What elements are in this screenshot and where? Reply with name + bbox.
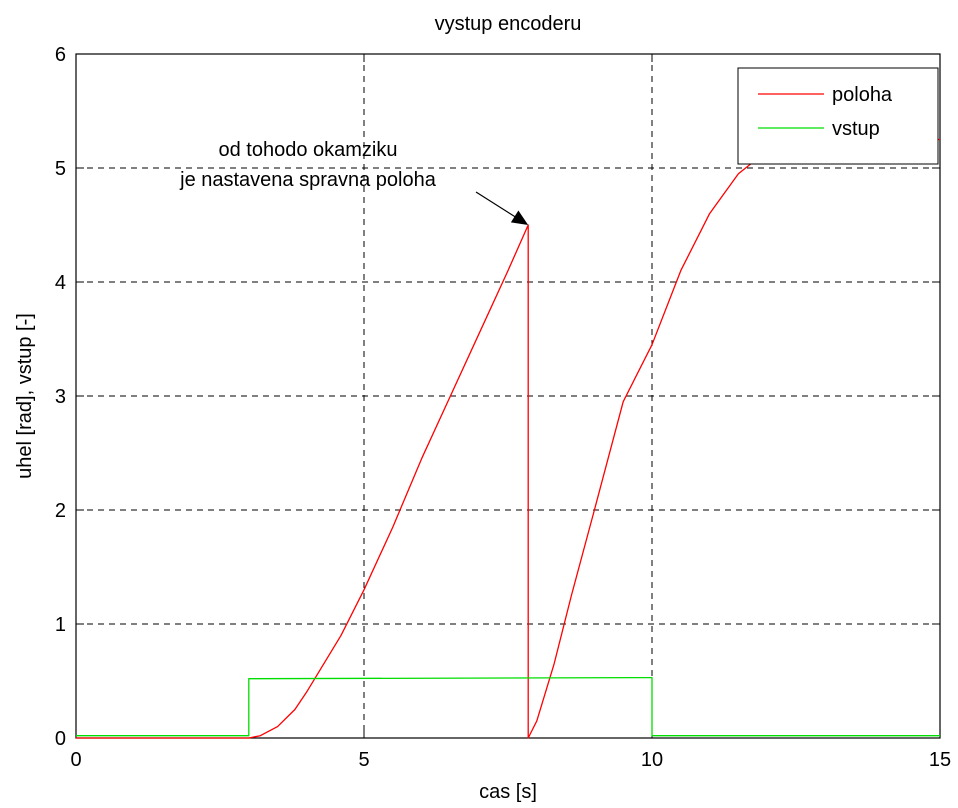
annotation-arrow-shaft: [475, 191, 521, 221]
x-axis-label: cas [s]: [479, 781, 537, 803]
ticks: 0 5 10 15 0 1 2 3 4 5 6: [55, 44, 951, 771]
x-tick-label: 5: [358, 749, 369, 771]
y-tick-label: 5: [55, 158, 66, 180]
chart-title: vystup encoderu: [435, 13, 582, 35]
x-tick-label: 10: [641, 749, 663, 771]
series-layer: [76, 138, 940, 739]
legend: poloha vstup: [737, 67, 939, 165]
y-tick-label: 6: [55, 44, 66, 66]
x-tick-label: 0: [70, 749, 81, 771]
series-line-poloha: [76, 138, 940, 739]
legend-label-poloha: poloha: [832, 84, 893, 106]
series-line-vstup: [76, 676, 940, 737]
x-tick-label: 15: [929, 749, 951, 771]
grid: [76, 54, 940, 738]
y-tick-label: 2: [55, 500, 66, 522]
y-tick-label: 0: [55, 728, 66, 750]
annotation-text: je nastavena spravna poloha: [179, 169, 437, 191]
legend-label-vstup: vstup: [832, 118, 880, 140]
annotation-layer: od tohodo okamziku je nastavena spravna p…: [179, 139, 529, 225]
annotation-arrow-head: [510, 210, 529, 225]
y-tick-label: 1: [55, 614, 66, 636]
y-tick-label: 3: [55, 386, 66, 408]
y-axis-label: uhel [rad], vstup [-]: [14, 313, 36, 479]
annotation-text: od tohodo okamziku: [218, 139, 397, 161]
y-tick-label: 4: [55, 272, 66, 294]
legend-box: [737, 67, 939, 165]
